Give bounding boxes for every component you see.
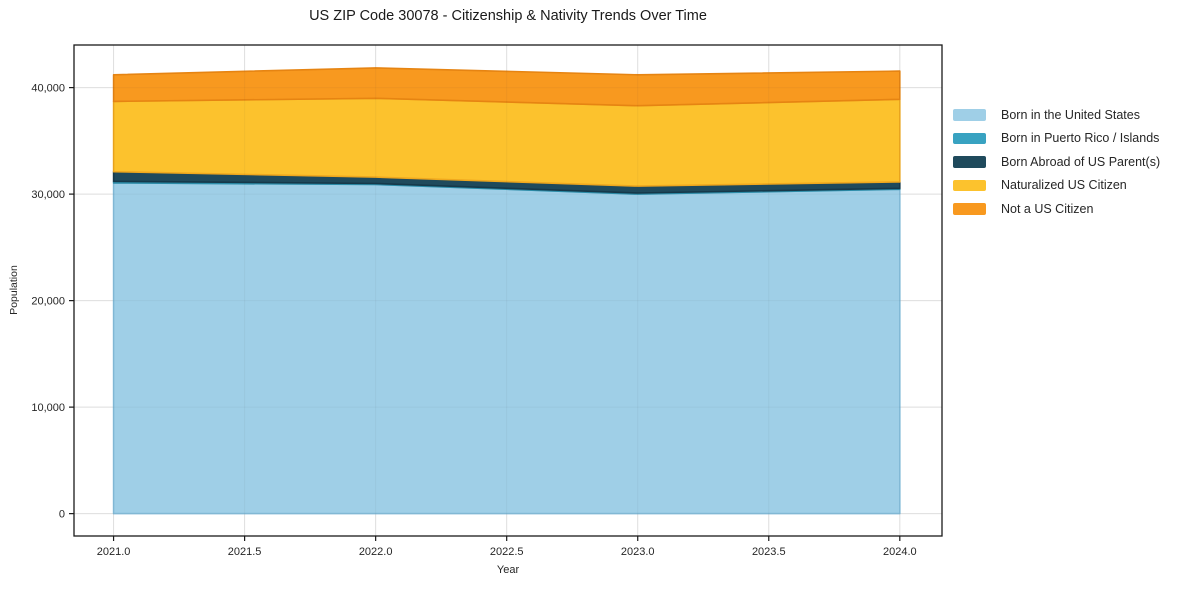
axis-tick-labels: 2021.0 2021.5 2022.0 2022.5 2023.0 2023.5 2024… [31, 82, 916, 558]
legend-item-label: Not a US Citizen [1001, 201, 1094, 216]
x-tick-label: 2022.5 [490, 546, 524, 558]
legend-item-label: Born Abroad of US Parent(s) [1001, 154, 1161, 169]
axis-ticks [69, 87, 901, 541]
legend-item: Born in Puerto Rico / Islands [953, 127, 1160, 151]
y-tick-label: 10,000 [31, 402, 65, 414]
legend-swatch-icon [953, 203, 986, 215]
x-tick-label: 2022.0 [359, 546, 393, 558]
legend: Born in the United States Born in Puerto … [953, 103, 1160, 221]
y-axis-label: Population [8, 265, 20, 315]
legend-item: Not a US Citizen [953, 197, 1160, 221]
y-tick-label: 20,000 [31, 295, 65, 307]
y-tick-label: 30,000 [31, 189, 65, 201]
x-tick-label: 2023.0 [621, 546, 655, 558]
x-tick-label: 2021.0 [97, 546, 131, 558]
legend-swatch-icon [953, 132, 986, 144]
legend-item: Born Abroad of US Parent(s) [953, 150, 1160, 174]
gridlines-overlay [74, 45, 942, 536]
y-tick-label: 40,000 [31, 82, 65, 94]
legend-item-label: Born in Puerto Rico / Islands [1001, 131, 1160, 146]
legend-item-label: Born in the United States [1001, 107, 1140, 122]
area-series [112, 67, 901, 107]
legend-swatch-icon [953, 179, 986, 191]
x-tick-label: 2023.5 [752, 546, 786, 558]
y-tick-label: 0 [59, 508, 65, 520]
x-tick-label: 2024.0 [883, 546, 917, 558]
legend-item: Naturalized US Citizen [953, 174, 1160, 198]
legend-swatch-icon [953, 109, 986, 121]
stacked-areas [112, 67, 901, 515]
legend-item: Born in the United States [953, 103, 1160, 127]
axes-frame [73, 44, 943, 537]
plot-border [73, 44, 943, 537]
chart-title: US ZIP Code 30078 - Citizenship & Nativi… [309, 8, 707, 24]
legend-swatch-icon [953, 156, 986, 168]
x-tick-label: 2021.5 [228, 546, 262, 558]
legend-item-label: Naturalized US Citizen [1001, 178, 1127, 193]
x-axis-label: Year [497, 564, 520, 576]
